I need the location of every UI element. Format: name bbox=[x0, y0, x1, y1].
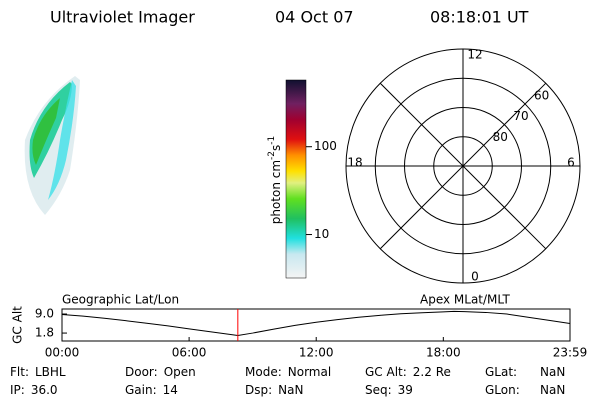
status-label: Seq: bbox=[365, 383, 392, 397]
polar-ring-label: 70 bbox=[513, 109, 528, 123]
x-tick-label: 23:59 bbox=[553, 346, 588, 360]
status-field: Gain: 14 bbox=[125, 383, 178, 397]
status-value: Normal bbox=[288, 365, 331, 379]
status-value: NaN bbox=[540, 383, 565, 397]
polar-outer-ring bbox=[345, 48, 581, 284]
status-value: 36.0 bbox=[31, 383, 58, 397]
apex-label: Apex MLat/MLT bbox=[420, 293, 510, 307]
status-value: NaN bbox=[540, 365, 565, 379]
status-value: Open bbox=[164, 365, 196, 379]
status-label: GC Alt: bbox=[365, 365, 407, 379]
polar-ring bbox=[374, 77, 552, 255]
colorbar bbox=[285, 79, 307, 279]
status-label: Door: bbox=[125, 365, 158, 379]
x-tick-label: 06:00 bbox=[172, 346, 207, 360]
status-field: Flt: LBHL bbox=[10, 365, 66, 379]
status-field: GLat: NaN bbox=[485, 365, 565, 379]
colorbar-tick-label: 100 bbox=[314, 139, 337, 153]
status-value: NaN bbox=[278, 383, 303, 397]
status-field: Seq: 39 bbox=[365, 383, 413, 397]
mlt-label: 0 bbox=[471, 270, 479, 284]
x-tick-label: 18:00 bbox=[426, 346, 461, 360]
polar-ring bbox=[433, 136, 493, 196]
status-value: LBHL bbox=[35, 365, 66, 379]
mlt-label: 6 bbox=[567, 156, 575, 170]
status-field: Mode: Normal bbox=[245, 365, 331, 379]
colorbar-label: photon cm-2s-1 bbox=[267, 136, 283, 225]
y-tick-label: 1.8 bbox=[35, 326, 54, 340]
status-value: 14 bbox=[163, 383, 178, 397]
status-label: IP: bbox=[10, 383, 25, 397]
title: Ultraviolet Imager bbox=[50, 8, 195, 27]
status-field: GC Alt: 2.2 Re bbox=[365, 365, 451, 379]
x-tick-label: 12:00 bbox=[299, 346, 334, 360]
alt-plot-frame bbox=[61, 308, 571, 342]
status-label: Mode: bbox=[245, 365, 282, 379]
status-field: IP: 36.0 bbox=[10, 383, 58, 397]
status-value: 2.2 Re bbox=[413, 365, 451, 379]
status-field: Door: Open bbox=[125, 365, 196, 379]
status-field: Dsp: NaN bbox=[245, 383, 303, 397]
status-field: GLon: NaN bbox=[485, 383, 565, 397]
date: 04 Oct 07 bbox=[275, 8, 354, 27]
time: 08:18:01 UT bbox=[430, 8, 529, 27]
status-label: Flt: bbox=[10, 365, 29, 379]
colorbar-tick-label: 10 bbox=[314, 227, 329, 241]
polar-ring-label: 80 bbox=[493, 130, 508, 144]
altitude-line bbox=[61, 310, 571, 336]
geo-label: Geographic Lat/Lon bbox=[62, 293, 179, 307]
polar-ring-label: 60 bbox=[534, 88, 549, 102]
aurora-image bbox=[24, 76, 80, 215]
x-tick-label: 00:00 bbox=[45, 346, 80, 360]
status-label: GLat: bbox=[485, 365, 517, 379]
polar-spokes bbox=[346, 49, 580, 283]
mlt-label: 18 bbox=[347, 156, 362, 170]
status-value: 39 bbox=[398, 383, 413, 397]
y-tick-label: 9.0 bbox=[35, 307, 54, 321]
y-axis-label: GC Alt bbox=[11, 306, 25, 344]
status-label: Dsp: bbox=[245, 383, 272, 397]
polar-ring bbox=[404, 107, 522, 225]
status-label: GLon: bbox=[485, 383, 520, 397]
status-label: Gain: bbox=[125, 383, 157, 397]
mlt-label: 12 bbox=[467, 48, 482, 62]
